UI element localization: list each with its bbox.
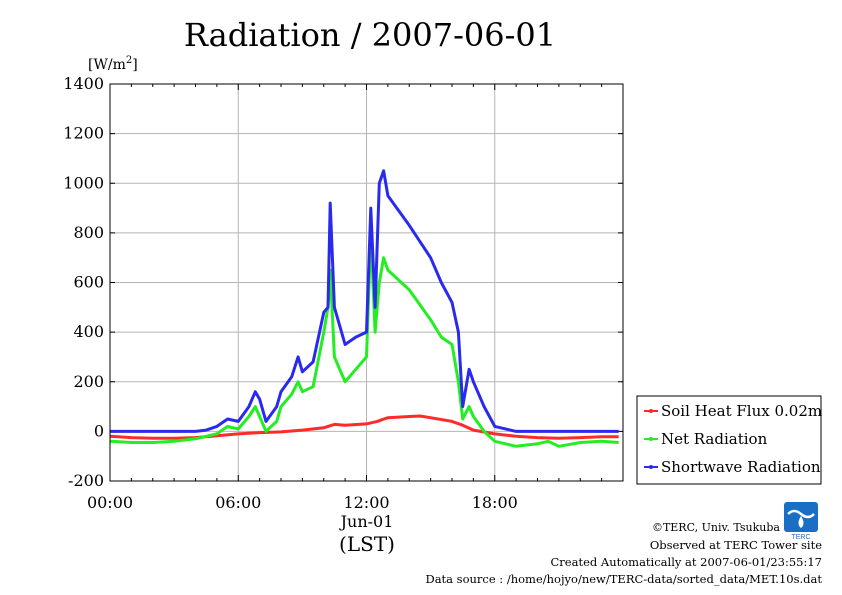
footer-created: Created Automatically at 2007-06-01/23:5… <box>551 555 823 569</box>
legend-marker <box>649 437 653 441</box>
legend: Soil Heat Flux 0.02m Net Radiation Shortwa… <box>636 395 822 485</box>
x-axis: 00:00 06:00 12:00 18:00 <box>87 84 603 512</box>
footer-source: Data source : /home/hojyo/new/TERC-data/… <box>425 572 822 586</box>
chart-title: Radiation / 2007-06-01 <box>184 16 556 54</box>
logo-wave-icon <box>787 509 815 519</box>
legend-label: Shortwave Radiation <box>661 458 821 476</box>
y-axis: -200 0 200 400 600 800 1000 1200 1400 <box>63 74 623 490</box>
y-tick-label: 800 <box>73 223 104 242</box>
y-tick-label: 0 <box>94 421 104 440</box>
y-axis-unit: [W/m2] <box>88 55 138 73</box>
legend-box <box>636 395 822 485</box>
legend-marker <box>649 465 653 469</box>
logo-drop-icon <box>798 516 804 528</box>
series-line <box>109 414 619 440</box>
data-series <box>109 169 619 448</box>
y-tick-label: 1200 <box>63 124 104 143</box>
y-tick-label: -200 <box>68 471 104 490</box>
legend-marker <box>649 409 653 413</box>
footer-site: Observed at TERC Tower site <box>650 538 822 552</box>
x-tick-label: 12:00 <box>343 493 389 512</box>
x-tick-label: 00:00 <box>87 493 133 512</box>
y-axis-unit-base: [W/m <box>88 57 126 73</box>
series-line <box>110 169 619 433</box>
y-axis-unit-close: ] <box>132 57 137 73</box>
legend-label: Net Radiation <box>661 430 768 448</box>
footer-credit: ©TERC, Univ. Tsukuba <box>652 521 780 534</box>
y-axis-unit-sup: 2 <box>126 55 132 66</box>
logo-text: TERC <box>791 534 810 541</box>
series-line <box>109 231 619 448</box>
grid-lines <box>110 84 623 481</box>
y-tick-label: 600 <box>73 273 104 292</box>
y-tick-label: 1000 <box>63 173 104 192</box>
x-tick-label: 18:00 <box>472 493 518 512</box>
y-tick-label: 1400 <box>63 74 104 93</box>
y-tick-label: 400 <box>73 322 104 341</box>
x-tick-label: 06:00 <box>215 493 261 512</box>
x-axis-date-label: Jun-01 <box>339 512 394 531</box>
legend-label: Soil Heat Flux 0.02m <box>661 402 822 420</box>
x-axis-label: (LST) <box>339 532 395 556</box>
terc-logo <box>784 502 818 532</box>
y-tick-label: 200 <box>73 372 104 391</box>
plot-frame <box>109 83 624 482</box>
